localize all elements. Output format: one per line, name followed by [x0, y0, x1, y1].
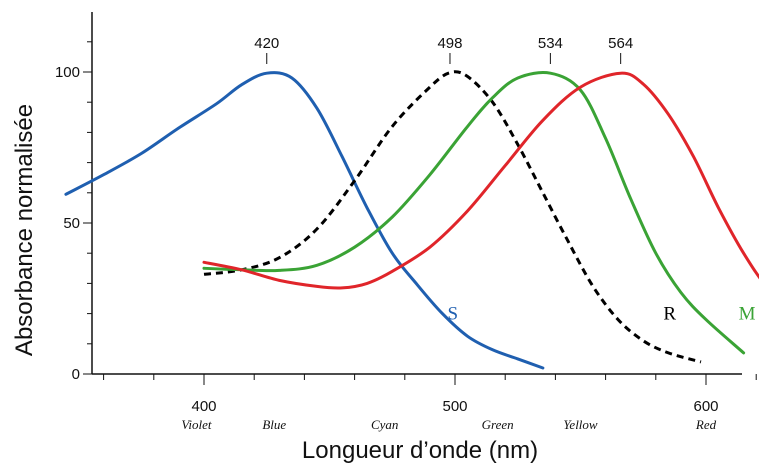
color-band-label: Cyan — [371, 417, 398, 432]
x-tick-label: 600 — [693, 398, 718, 415]
color-band-label: Violet — [181, 417, 211, 432]
series-m-line — [202, 71, 746, 355]
peak-label: 420 — [254, 35, 279, 52]
chart-labels: SRML420498534564VioletBlueCyanGreenYello… — [181, 35, 756, 432]
x-axis-title: Longueur d’onde (nm) — [302, 437, 538, 464]
x-tick-label: 400 — [191, 398, 216, 415]
peak-label: 534 — [538, 35, 563, 52]
series-m-label: M — [739, 304, 756, 325]
color-band-label: Green — [482, 417, 514, 432]
plot-area — [64, 70, 759, 370]
peak-label: 498 — [437, 35, 462, 52]
x-tick-label: 500 — [442, 398, 467, 415]
series-s-label: S — [447, 304, 458, 325]
y-tick-label: 50 — [63, 215, 80, 232]
color-band-label: Yellow — [563, 417, 598, 432]
peak-label: 564 — [608, 35, 633, 52]
series-l-line — [202, 71, 759, 290]
series-r-line — [203, 70, 702, 364]
series-r-label: R — [663, 304, 676, 325]
y-axis-title: Absorbance normalisée — [11, 104, 38, 356]
y-tick-label: 100 — [55, 64, 80, 81]
y-tick-label: 0 — [72, 366, 80, 383]
axes: 400500600700050100 — [55, 12, 757, 415]
series-s-line — [64, 71, 545, 370]
color-band-label: Red — [695, 417, 717, 432]
color-band-label: Blue — [262, 417, 286, 432]
